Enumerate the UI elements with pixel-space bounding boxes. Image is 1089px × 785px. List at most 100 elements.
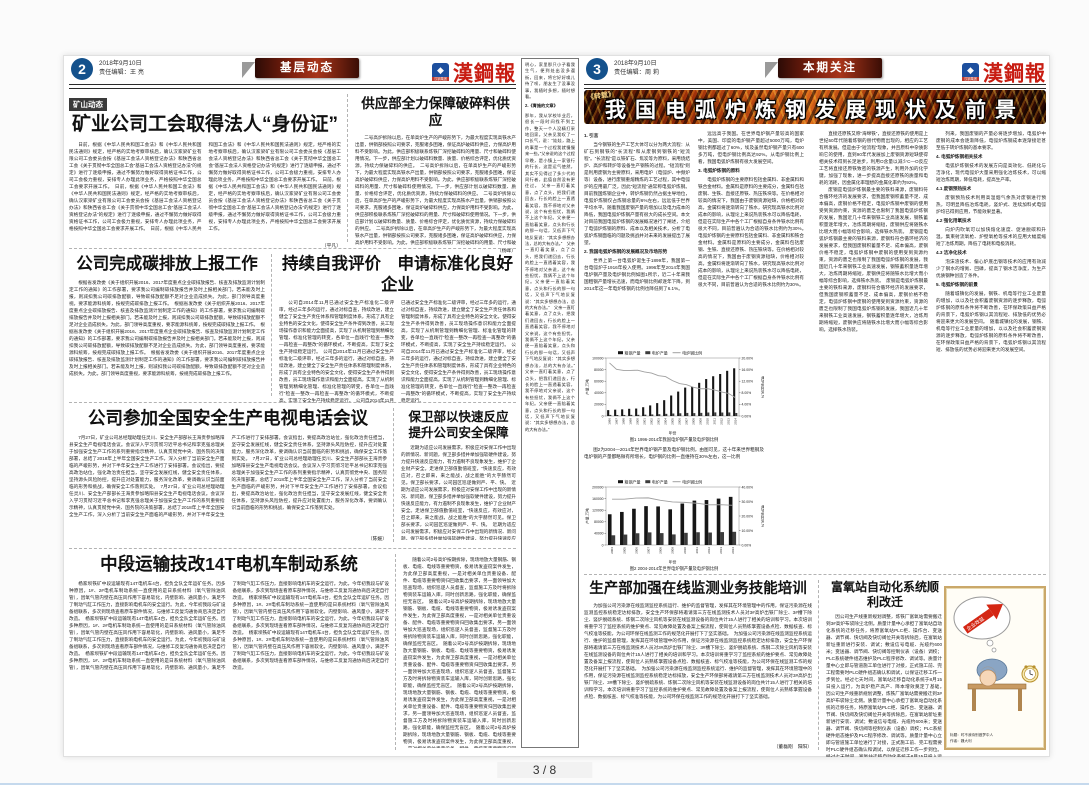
svg-text:12.00%: 12.00%	[742, 380, 754, 384]
svg-text:产量,万吨: 产量,万吨	[585, 508, 590, 524]
article-standardization: 持续自我评价 申请标准化良好企业 公司自2014年11月已通过安全生产标准化二级…	[279, 254, 516, 403]
essay-heading: 2.《青施的文章》	[525, 103, 558, 109]
section-banner: 本期关注	[765, 58, 882, 78]
feature-column-2: 远远高于我国。在世界电炉钢产量较高的国家中，美国、印度的电炉钢产量超过5000万…	[698, 130, 804, 344]
page-date: 2018年9月10日	[99, 60, 142, 67]
chart-eaf-china: 粗钢产量 电炉产量 电炉钢比例 0 20000 40000 60000 80000 100000…	[584, 348, 765, 436]
svg-text:电炉产量: 电炉产量	[652, 349, 668, 355]
svg-text:2007: 2007	[685, 418, 689, 425]
svg-text:60000: 60000	[594, 380, 604, 384]
row-divider	[69, 248, 516, 249]
svg-text:40000: 40000	[594, 391, 604, 395]
page-2: 2 2018年9月10日 责任编辑：王 亮 基层动态 汉钢集团 漢鋼報 矿山动态…	[69, 56, 516, 751]
svg-text:2014: 2014	[734, 418, 738, 425]
cartoon-author: 作者：魏大利	[950, 738, 972, 743]
svg-text:1999: 1999	[629, 418, 633, 425]
essay-paragraph: 父亲一直盯着笑意，点了点头，把我们递回去，行长的脸上一直透着笑容，我不停地对父亲…	[525, 183, 579, 432]
svg-text:2010: 2010	[683, 547, 687, 554]
svg-text:4.00%: 4.00%	[742, 403, 752, 407]
section-heading: 1. 引言	[584, 133, 599, 138]
article-byline: （陈媛）	[367, 536, 387, 542]
article-title: 中段运输技改14T电机车制动系统	[100, 554, 358, 574]
viewer-bottom-edge	[0, 783, 1089, 785]
masthead-name: 漢鋼報	[983, 62, 1046, 86]
page-indicator: 3 / 8	[496, 762, 593, 778]
article-title-line2: 提升公司安全保障	[408, 425, 509, 440]
page-2-header: 2 2018年9月10日 责任编辑：王 亮 基层动态 汉钢集团 漢鋼報	[69, 56, 516, 89]
page-editor: 责任编辑：周 莉	[614, 69, 660, 76]
section-heading: 4.3 洁净化技术	[936, 250, 967, 255]
svg-text:2001: 2001	[643, 418, 647, 425]
svg-text:2013: 2013	[727, 418, 731, 425]
newspaper-spread: 2 2018年9月10日 责任编辑：王 亮 基层动态 汉钢集团 漢鋼報 矿山动态…	[63, 55, 1050, 757]
chart-caption: 图1 1996-2014年我国电炉钢产量及电炉钢比例	[629, 437, 719, 442]
feature-paragraph: 泡沫渣技术、偏心炉底出钢等技术的应用有效减少了钢水的增氮、回磷，提高了钢水洁净度…	[936, 259, 1046, 278]
svg-text:2010: 2010	[706, 418, 710, 425]
article-union-certificate: 矿山动态 矿业公司工会取得法人“身份证” 日前，根据《中华人民共和国工会法》和《…	[69, 94, 341, 249]
svg-text:电炉钢比例,%: 电炉钢比例,%	[761, 505, 765, 528]
header-rule	[584, 84, 1046, 89]
feature-paragraph: 列来，我国废钢的产量必将逐步增加，电弧炉中废钢的成本会逐渐降低，电弧炉炼钢成本逐…	[936, 131, 1046, 150]
header-rule	[69, 84, 516, 89]
page-3: 3 2018年9月10日 责任编辑：周 莉 本期关注 汉钢集团 漢鋼報 《转载》…	[584, 56, 1046, 757]
svg-text:20.00%: 20.00%	[742, 356, 754, 360]
kicker-label: 矿山动态	[69, 98, 107, 111]
svg-text:40.00%: 40.00%	[742, 485, 754, 489]
svg-text:2009: 2009	[699, 418, 703, 425]
article-title: 公司参加全国安全生产电视电话会议	[88, 408, 368, 428]
article-title: 供应部全力保障破碎料供应	[361, 96, 510, 128]
column-divider	[271, 254, 272, 396]
svg-text:2006: 2006	[634, 547, 638, 554]
feature-column-3: 直接还原铁又称“海绵铁”，直接还原铁的使用是上世纪50年代随着炼钢的替代物而出现…	[819, 130, 928, 568]
page-number-badge: 2	[71, 58, 93, 80]
svg-text:2011: 2011	[713, 418, 717, 425]
cartoon-illustration: 企业效益	[953, 596, 1039, 711]
section-heading: 2. 我国电弧炉炼钢的发展概况及市场形势	[584, 249, 668, 254]
feature-banner: 《转载》 我国电弧炉炼钢发展现状及前景	[584, 90, 1046, 124]
row-divider	[584, 574, 1046, 575]
feature-paragraph: 废钢预热技术利用高温烟气余热对废钢进行预热，可明显降低冶炼电耗，竖炉式、连续加料…	[936, 195, 1046, 214]
svg-text:2008: 2008	[659, 547, 663, 554]
page-3-header: 3 2018年9月10日 责任编辑：周 莉 本期关注 汉钢集团 漢鋼報	[584, 56, 1046, 89]
feature-paragraph: 废钢是电弧炉炼钢最主要的铁料来源，废钢料符合循环经济的发展要求，但我国废钢积蓄量…	[819, 187, 928, 332]
svg-text:0: 0	[602, 543, 604, 547]
masthead-name: 漢鋼報	[453, 62, 516, 86]
svg-text:2005: 2005	[671, 418, 675, 425]
svg-text:粗钢产量: 粗钢产量	[625, 349, 641, 355]
article-safety-teleconference: 公司参加全国安全生产电视电话会议 7月27日，矿业公司总经理助理任灵川、安全生产…	[69, 408, 387, 542]
feature-paragraph: 世界上第一台电弧炉诞生于1899年，我国第一台电弧炉于1916年投入使用。199…	[584, 258, 690, 291]
feature-paragraph: 电弧炉炼钢技术的发展方向是高效化、低耗化与洁净化，现代电弧炉大量采用强化冶炼技术…	[936, 163, 1046, 182]
svg-text:2003: 2003	[657, 418, 661, 425]
column-divider	[818, 580, 819, 750]
section-heading: 4.2 强化用氧技术	[936, 218, 972, 223]
svg-text:电炉钢比例: 电炉钢比例	[682, 478, 702, 484]
svg-text:2011: 2011	[695, 547, 699, 554]
svg-text:200000: 200000	[592, 485, 603, 489]
svg-text:产量,万吨: 产量,万吨	[585, 379, 590, 395]
feature-paragraph: 向炉内吹氧可以加快熔化速度、促进脱碳和升温，集束射流氧枪、炉壁氧枪等技术的应用大…	[936, 227, 1046, 246]
svg-text:年份: 年份	[669, 431, 677, 436]
article-body: 7月27日，矿业公司总经理助理任灵川、安全生产部部长王海贵参加略阳县安全生产电视…	[69, 434, 387, 517]
section-heading: 4. 电弧炉炼钢相关技术	[936, 154, 983, 159]
svg-text:10.00%: 10.00%	[742, 529, 754, 533]
article-title-line1: 保卫部以快速反应	[408, 410, 509, 424]
svg-text:160000: 160000	[592, 497, 603, 501]
section-heading: 5. 电弧炉炼钢的前景	[936, 282, 978, 287]
svg-text:20000: 20000	[594, 403, 604, 407]
svg-text:电炉钢比例: 电炉钢比例	[682, 349, 702, 355]
column-divider	[393, 408, 394, 542]
figure-paragraph: 图2为2004—2014年世界电炉钢产量及电炉钢比例，由图可见，这十年来世界粗钢…	[584, 447, 764, 459]
row-divider	[69, 402, 516, 403]
svg-text:120000: 120000	[592, 509, 603, 513]
svg-text:20.00%: 20.00%	[742, 514, 754, 518]
svg-text:2002: 2002	[650, 418, 654, 425]
svg-text:粗钢产量: 粗钢产量	[625, 478, 641, 484]
section-heading: 4.1 废钢预热技术	[936, 186, 972, 191]
page-editor: 责任编辑：王 亮	[99, 69, 145, 76]
svg-text:0.00%: 0.00%	[742, 414, 752, 418]
svg-text:30.00%: 30.00%	[742, 500, 754, 504]
svg-text:80000: 80000	[594, 368, 604, 372]
article-body: 根据省发改委《关于组织开展2016、2017年度重点企业碳排放报告、核查及排放监…	[69, 279, 265, 376]
cartoon-captions: 标题：时不我待别做梦中人 作者：魏大利	[950, 733, 993, 744]
cartoon-box: 企业效益	[944, 586, 1046, 750]
